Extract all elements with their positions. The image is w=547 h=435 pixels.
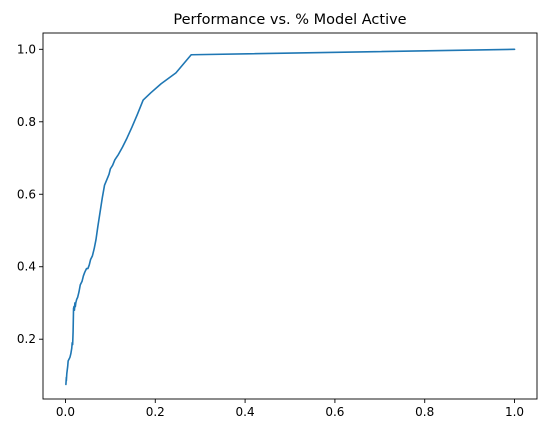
chart-title: Performance vs. % Model Active xyxy=(173,12,406,28)
x-tick-label: 0.6 xyxy=(325,405,344,419)
y-tick-label: 0.8 xyxy=(17,115,36,129)
y-tick-label: 0.6 xyxy=(17,187,36,201)
plot-layer xyxy=(65,48,516,386)
x-tick-label: 0.4 xyxy=(236,405,255,419)
axes-layer: 0.0 0.2 0.4 0.6 0.8 1.0 0.2 0.4 0.6 0.8 1.0 xyxy=(17,32,538,419)
y-tick-label: 0.2 xyxy=(17,332,36,346)
y-tick-label: 1.0 xyxy=(17,42,36,56)
x-tick-label: 0.2 xyxy=(146,405,165,419)
x-tick-label: 1.0 xyxy=(505,405,524,419)
y-tick-label: 0.4 xyxy=(17,260,36,274)
x-tick-label: 0.0 xyxy=(56,405,75,419)
series-line-0 xyxy=(65,48,516,386)
x-tick-label: 0.8 xyxy=(415,405,434,419)
plot-frame xyxy=(42,32,538,400)
